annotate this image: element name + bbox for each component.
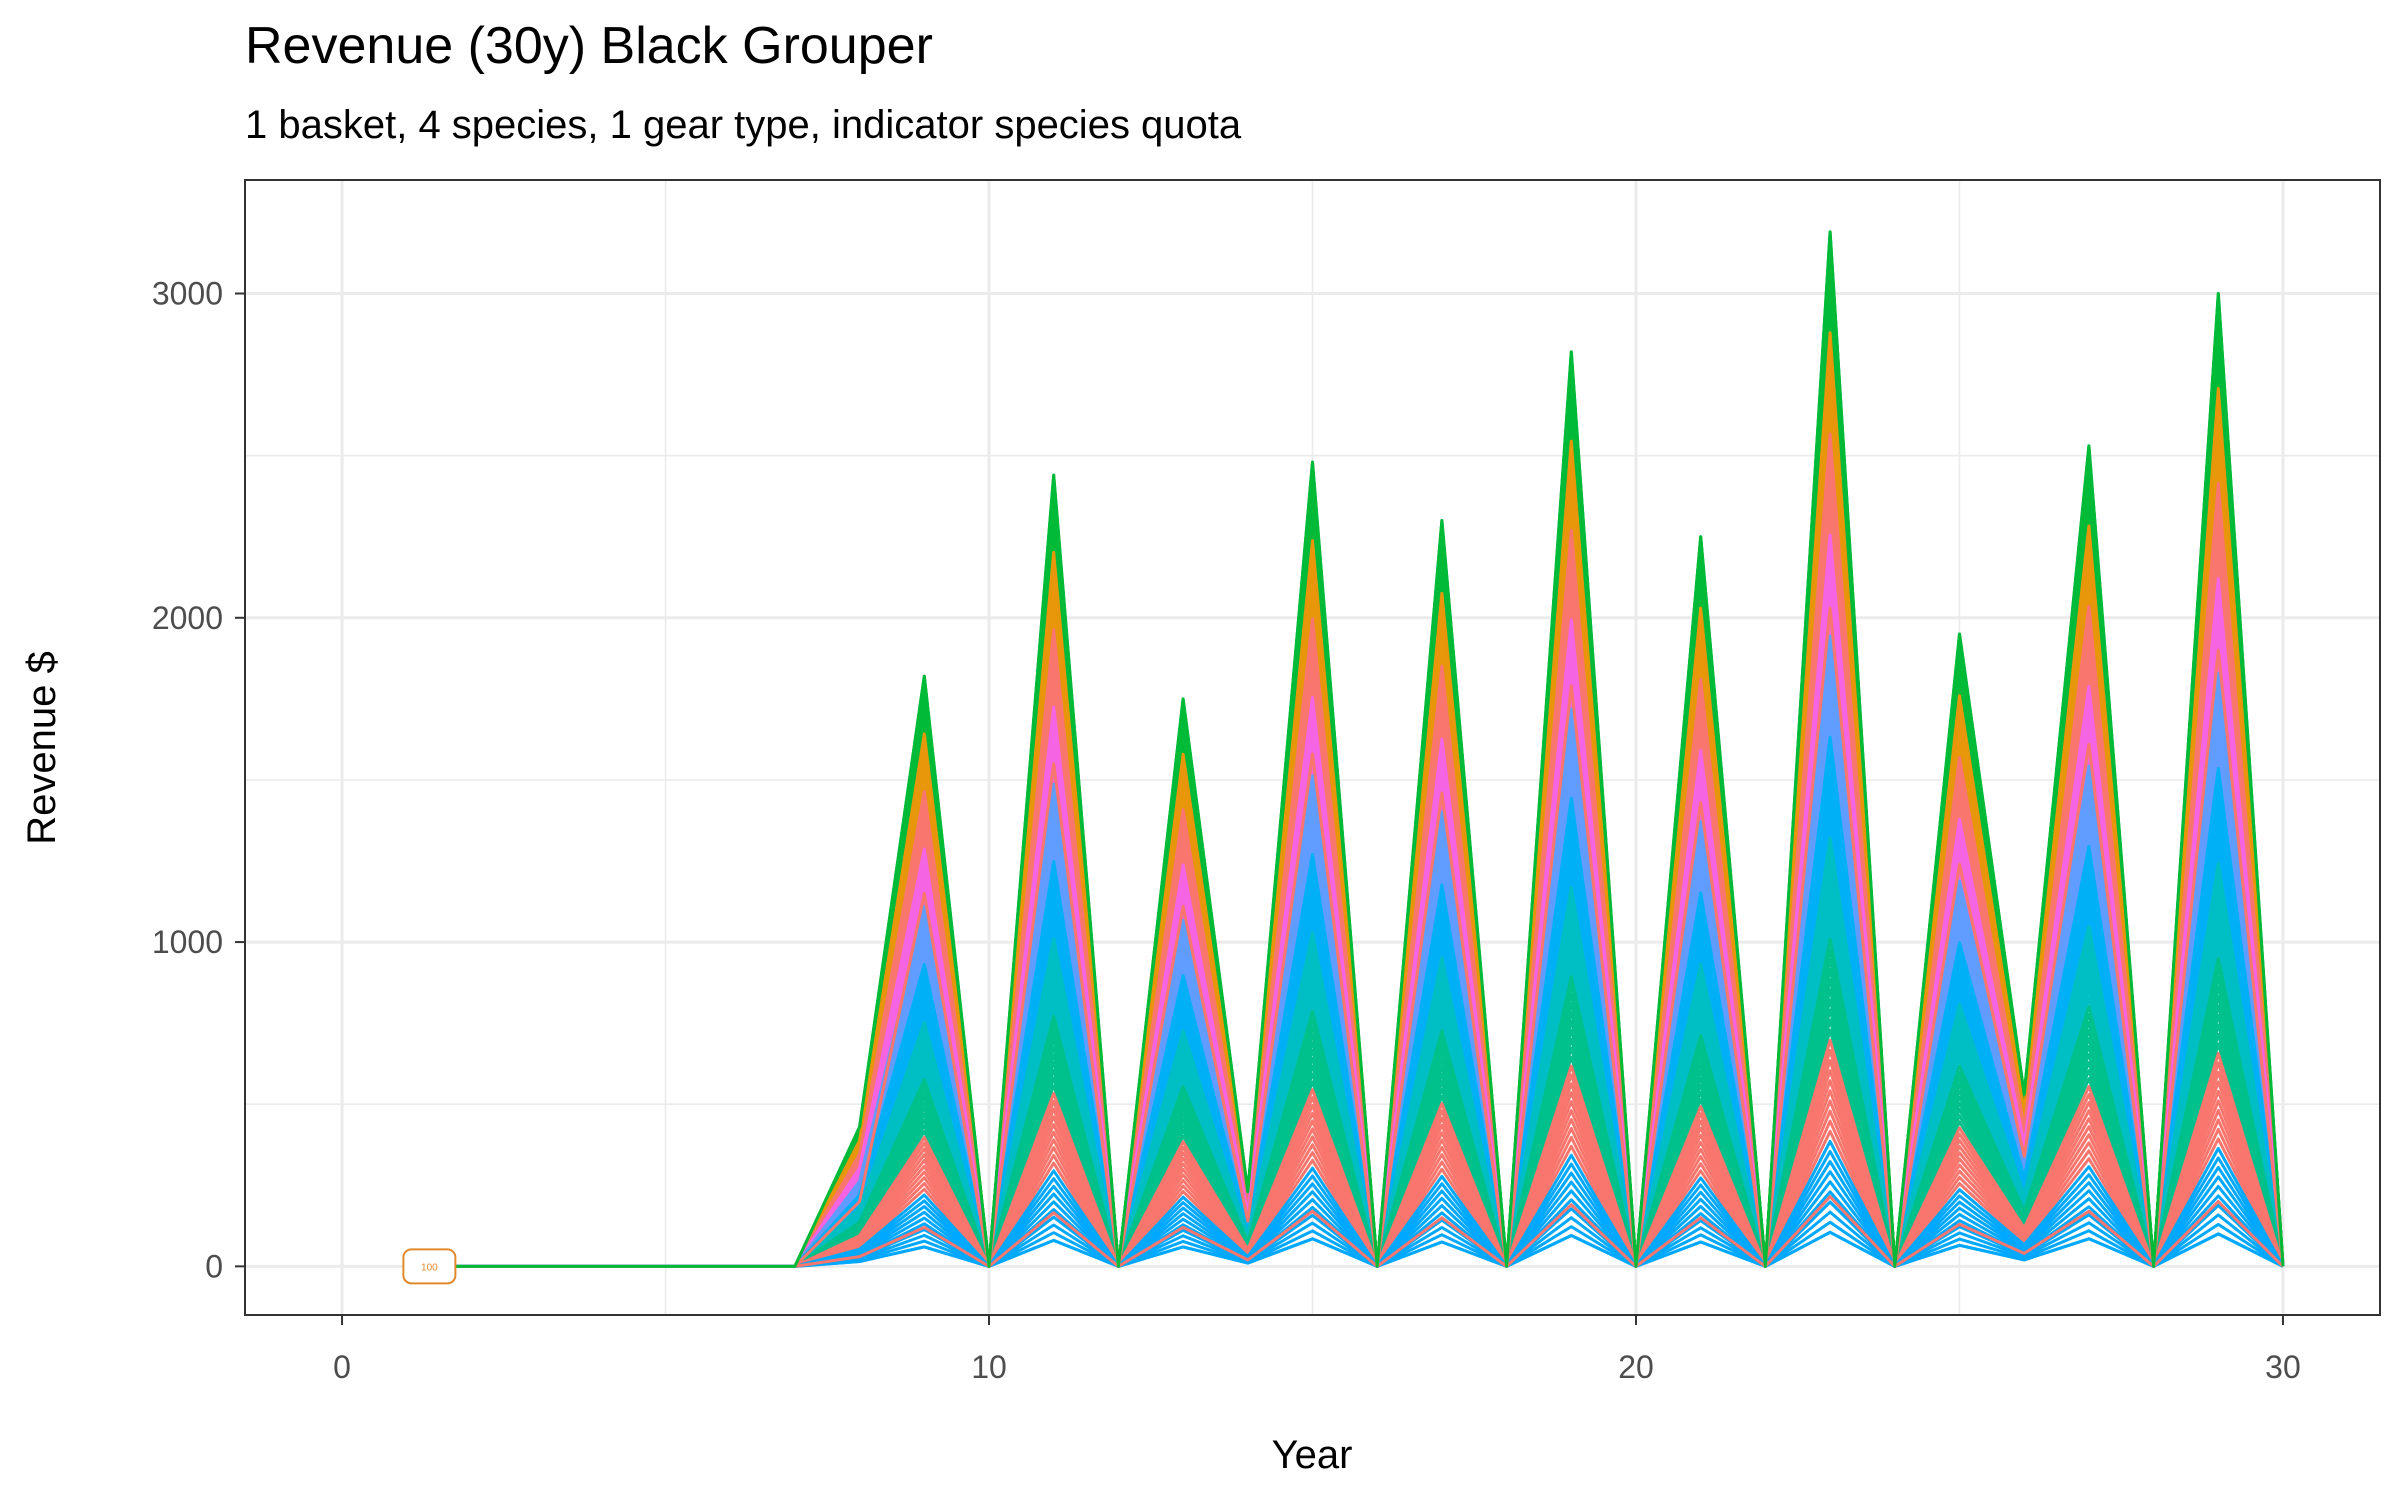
y-tick-label: 1000 — [152, 924, 223, 960]
x-tick-label: 10 — [971, 1349, 1007, 1385]
x-tick-label: 0 — [333, 1349, 351, 1385]
x-tick-label: 20 — [1618, 1349, 1654, 1385]
x-tick-label: 30 — [2265, 1349, 2301, 1385]
series-layer — [429, 230, 2285, 1268]
chart-title: Revenue (30y) Black Grouper — [245, 17, 933, 75]
y-axis: 0 1000 2000 3000 — [152, 276, 245, 1284]
y-tick-label: 3000 — [152, 276, 223, 312]
revenue-series-line — [429, 230, 2285, 1268]
annotation-label: 100 — [421, 1262, 438, 1273]
x-axis: 0 10 20 30 — [333, 1315, 2301, 1385]
x-axis-title: Year — [1272, 1433, 1353, 1477]
chart-subtitle: 1 basket, 4 species, 1 gear type, indica… — [245, 103, 1242, 147]
annotation-box — [402, 1248, 457, 1285]
plot-panel-border — [244, 179, 2381, 1316]
y-tick-label: 2000 — [152, 600, 223, 636]
y-axis-title: Revenue $ — [20, 651, 64, 844]
annotation-layer: 100 — [402, 1248, 457, 1285]
y-tick-label: 0 — [205, 1248, 223, 1284]
